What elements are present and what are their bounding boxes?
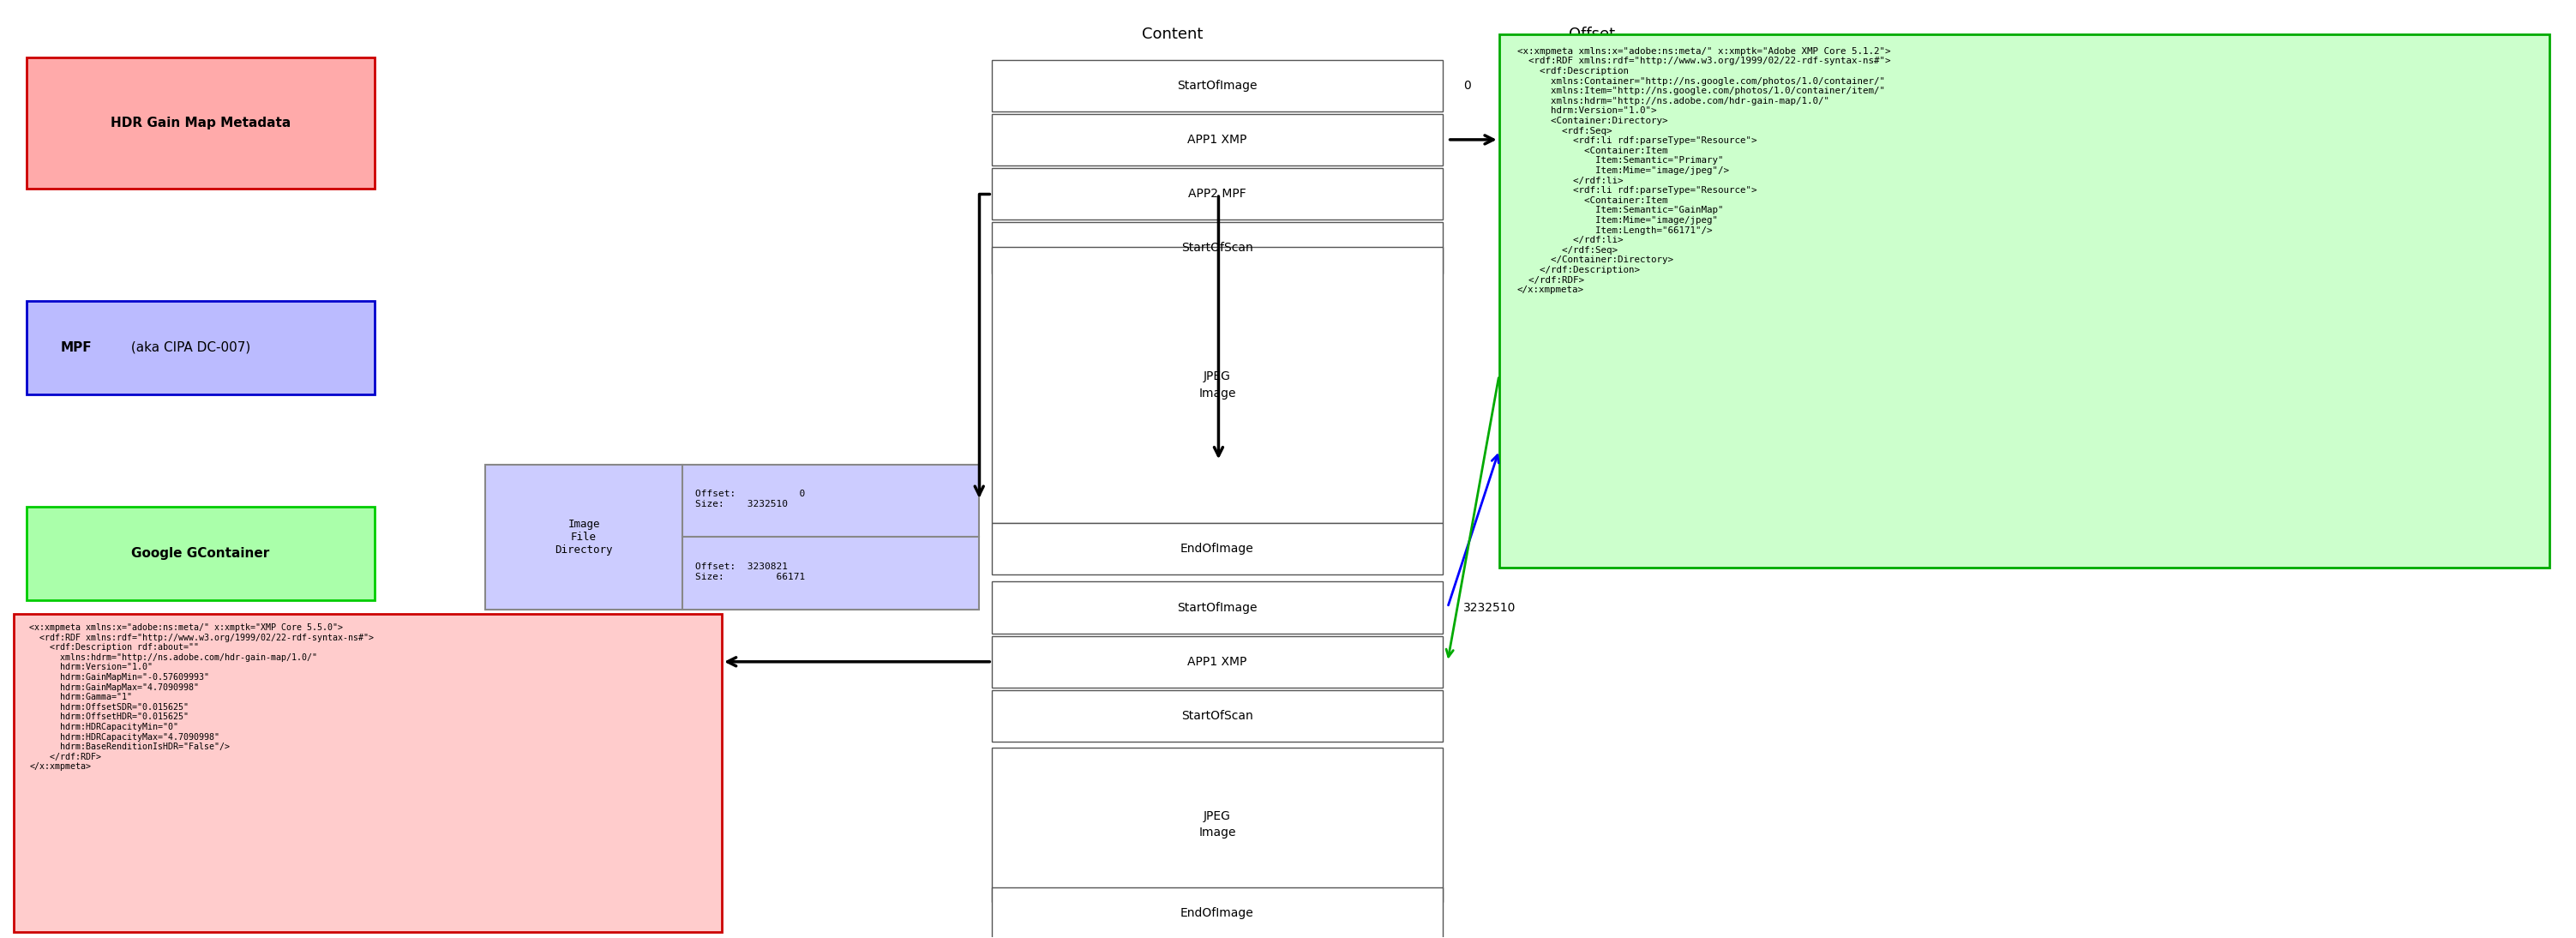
Bar bbox=[484, 464, 979, 610]
Text: StartOfScan: StartOfScan bbox=[1182, 710, 1252, 722]
Bar bbox=[992, 887, 1443, 938]
Text: JPEG
Image: JPEG Image bbox=[1198, 810, 1236, 839]
Bar bbox=[992, 113, 1443, 165]
Text: Google GContainer: Google GContainer bbox=[131, 547, 270, 560]
Text: Offset:           0
Size:    3232510: Offset: 0 Size: 3232510 bbox=[696, 490, 806, 508]
Text: EndOfImage: EndOfImage bbox=[1180, 542, 1255, 554]
Text: EndOfImage: EndOfImage bbox=[1180, 907, 1255, 919]
Bar bbox=[992, 690, 1443, 742]
Text: 3232510: 3232510 bbox=[1463, 601, 1515, 613]
Text: <x:xmpmeta xmlns:x="adobe:ns:meta/" x:xmptk="Adobe XMP Core 5.1.2">
  <rdf:RDF x: <x:xmpmeta xmlns:x="adobe:ns:meta/" x:xm… bbox=[1517, 47, 1891, 295]
Bar bbox=[26, 507, 374, 600]
Bar bbox=[26, 57, 374, 189]
Bar bbox=[992, 582, 1443, 633]
Text: HDR Gain Map Metadata: HDR Gain Map Metadata bbox=[111, 116, 291, 129]
Text: StartOfImage: StartOfImage bbox=[1177, 80, 1257, 91]
Text: APP1 XMP: APP1 XMP bbox=[1188, 133, 1247, 145]
Bar bbox=[26, 300, 374, 394]
Bar bbox=[992, 168, 1443, 219]
Text: JPEG
Image: JPEG Image bbox=[1198, 371, 1236, 400]
Text: StartOfScan: StartOfScan bbox=[1182, 242, 1252, 254]
Text: 0: 0 bbox=[1463, 80, 1471, 91]
Bar bbox=[992, 247, 1443, 522]
Text: Offset: Offset bbox=[1569, 26, 1615, 41]
Bar bbox=[992, 748, 1443, 901]
Text: Image
File
Directory: Image File Directory bbox=[554, 519, 613, 555]
Bar bbox=[992, 222, 1443, 274]
Bar bbox=[13, 614, 721, 932]
Text: APP1 XMP: APP1 XMP bbox=[1188, 656, 1247, 668]
Bar bbox=[992, 636, 1443, 688]
Text: Content: Content bbox=[1141, 26, 1203, 41]
Text: <x:xmpmeta xmlns:x="adobe:ns:meta/" x:xmptk="XMP Core 5.5.0">
  <rdf:RDF xmlns:r: <x:xmpmeta xmlns:x="adobe:ns:meta/" x:xm… bbox=[28, 624, 374, 771]
Bar bbox=[992, 60, 1443, 111]
Bar bbox=[992, 522, 1443, 574]
Text: APP2 MPF: APP2 MPF bbox=[1188, 188, 1247, 200]
Text: Offset:  3230821
Size:         66171: Offset: 3230821 Size: 66171 bbox=[696, 563, 806, 581]
Text: StartOfImage: StartOfImage bbox=[1177, 601, 1257, 613]
Bar bbox=[1499, 34, 2550, 567]
Text: MPF: MPF bbox=[59, 340, 93, 354]
Text: (aka CIPA DC-007): (aka CIPA DC-007) bbox=[126, 340, 250, 354]
